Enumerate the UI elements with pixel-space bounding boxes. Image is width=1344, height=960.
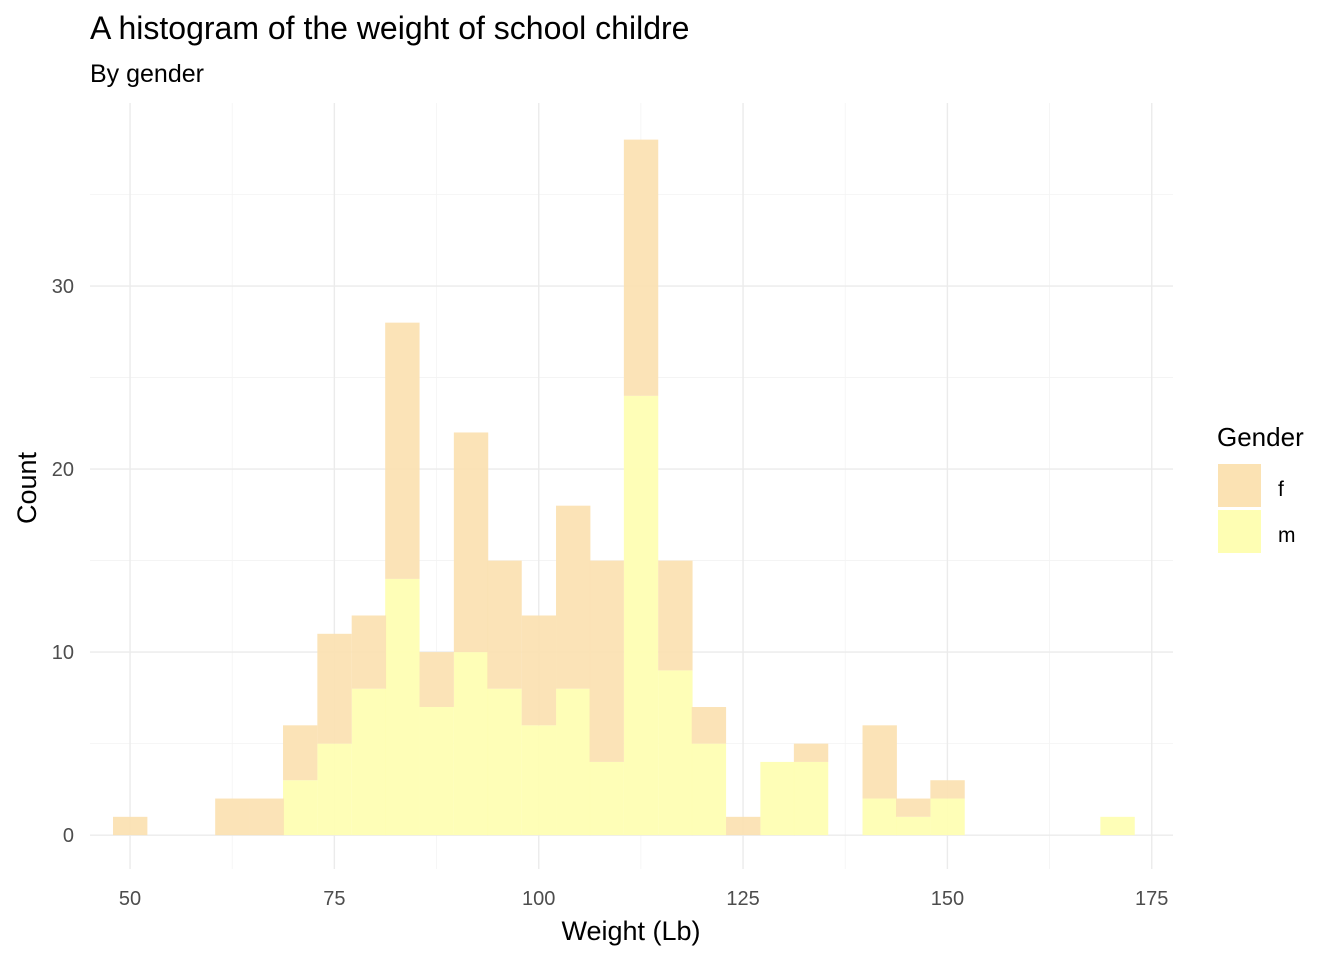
bar-f: [589, 560, 624, 762]
bar-m: [793, 761, 829, 836]
y-tick-label: 30: [52, 276, 74, 298]
chart-title: A histogram of the weight of school chil…: [90, 10, 690, 46]
x-tick-label: 125: [726, 888, 759, 910]
chart-subtitle: By gender: [90, 60, 204, 88]
y-tick-label: 20: [52, 459, 74, 481]
bar-f: [419, 652, 454, 708]
bar-m: [385, 578, 420, 836]
legend-title: Gender: [1217, 422, 1304, 452]
bar-f: [521, 615, 557, 726]
x-axis-title: Weight (Lb): [561, 916, 700, 946]
bar-f: [862, 725, 897, 799]
x-tick-label: 150: [931, 888, 964, 910]
bar-m: [317, 743, 352, 836]
legend: Gender f m: [1217, 422, 1304, 553]
bar-m: [623, 395, 659, 836]
legend-key-m: [1218, 510, 1261, 553]
bar-m: [760, 761, 795, 836]
x-tick-label: 50: [119, 888, 141, 910]
bar-m: [691, 743, 727, 836]
bar-f: [658, 560, 693, 671]
bar-m: [556, 688, 591, 836]
bar-m: [521, 725, 557, 836]
bar-f: [691, 707, 727, 744]
bar-m: [589, 761, 624, 836]
histogram-bars: [113, 139, 1135, 836]
bar-f: [453, 432, 489, 653]
bar-f: [215, 798, 250, 836]
bar-m: [896, 816, 931, 836]
bar-f: [317, 633, 352, 744]
bar-m: [1100, 816, 1135, 836]
bar-f: [113, 816, 148, 836]
bar-m: [658, 670, 693, 836]
x-axis-ticks: 50 75 100 125 150 175: [119, 888, 1169, 910]
bar-m: [283, 780, 318, 836]
bar-f: [385, 322, 420, 579]
bar-m: [419, 707, 454, 836]
bar-m: [862, 798, 897, 836]
bar-m: [487, 688, 522, 836]
bar-f: [487, 560, 522, 689]
bar-f: [351, 615, 387, 689]
bar-f: [726, 816, 761, 836]
bar-f: [249, 798, 284, 836]
bar-m: [930, 798, 965, 836]
bar-f: [930, 780, 965, 799]
legend-key-f: [1218, 464, 1261, 507]
x-tick-label: 100: [522, 888, 555, 910]
x-tick-label: 175: [1135, 888, 1168, 910]
y-tick-label: 10: [52, 642, 74, 664]
bar-m: [453, 652, 489, 836]
y-tick-label: 0: [63, 825, 74, 847]
legend-label-f: f: [1278, 478, 1284, 501]
bar-m: [351, 688, 387, 836]
x-tick-label: 75: [323, 888, 345, 910]
y-axis-ticks: 0 10 20 30: [52, 276, 74, 847]
bar-f: [896, 798, 931, 817]
bar-f: [556, 505, 591, 689]
bar-f: [793, 743, 829, 762]
bar-f: [283, 725, 318, 781]
bar-f: [623, 139, 659, 396]
legend-label-m: m: [1278, 524, 1296, 547]
y-axis-title: Count: [12, 451, 42, 524]
